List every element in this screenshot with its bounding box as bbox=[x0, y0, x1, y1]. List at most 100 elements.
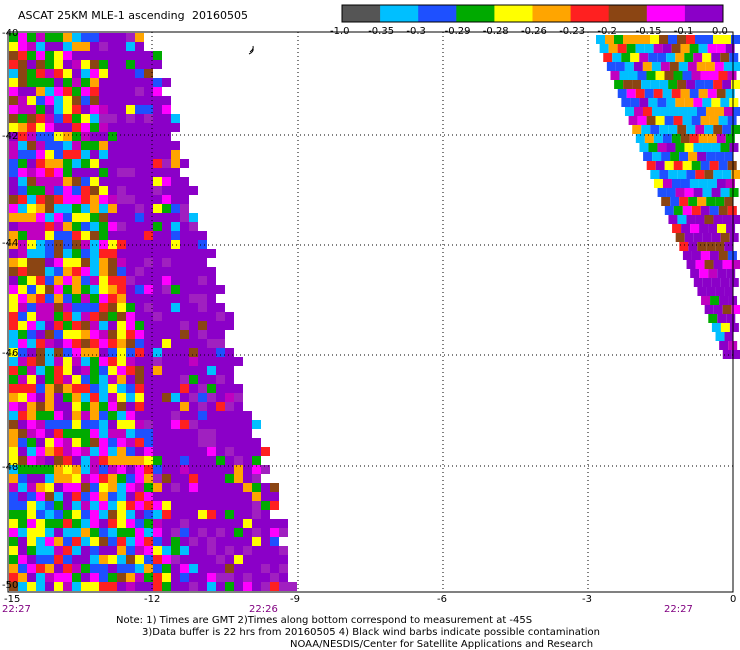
swath-cell bbox=[126, 69, 135, 78]
swath-cell bbox=[27, 195, 36, 204]
swath-cell bbox=[81, 87, 90, 96]
swath-cell bbox=[135, 141, 144, 150]
swath-cell bbox=[198, 447, 207, 456]
swath-cell bbox=[9, 141, 18, 150]
swath-cell bbox=[99, 330, 108, 339]
swath-cell bbox=[117, 555, 126, 564]
swath-cell bbox=[63, 384, 72, 393]
swath-cell bbox=[706, 242, 716, 251]
swath-cell bbox=[108, 474, 117, 483]
swath-cell bbox=[727, 116, 737, 125]
swath-cell bbox=[72, 501, 81, 510]
swath-cell bbox=[198, 276, 207, 285]
swath-cell bbox=[90, 141, 99, 150]
swath-cell bbox=[216, 582, 225, 591]
swath-cell bbox=[189, 384, 198, 393]
swath-cell bbox=[117, 510, 126, 519]
swath-cell bbox=[9, 258, 18, 267]
swath-cell bbox=[27, 204, 36, 213]
swath-cell bbox=[672, 224, 682, 233]
swath-cell bbox=[36, 33, 45, 42]
swath-cell bbox=[126, 348, 135, 357]
swath-cell bbox=[54, 339, 63, 348]
swath-cell bbox=[9, 456, 18, 465]
swath-cell bbox=[27, 33, 36, 42]
swath-cell bbox=[715, 242, 725, 251]
swath-cell bbox=[216, 420, 225, 429]
swath-cell bbox=[669, 107, 679, 116]
swath-cell bbox=[81, 69, 90, 78]
swath-cell bbox=[63, 420, 72, 429]
swath-cell bbox=[144, 123, 153, 132]
swath-cell bbox=[657, 143, 667, 152]
colorbar-label: -0.2 bbox=[597, 26, 617, 37]
time-label: 22:27 bbox=[664, 604, 693, 615]
swath-cell bbox=[108, 123, 117, 132]
swath-cell bbox=[664, 71, 674, 80]
swath-cell bbox=[644, 134, 654, 143]
swath-cell bbox=[54, 510, 63, 519]
swath-cell bbox=[180, 564, 189, 573]
swath-cell bbox=[718, 206, 728, 215]
x-tick-label: -15 bbox=[4, 594, 20, 605]
swath-cell bbox=[18, 411, 27, 420]
swath-cell bbox=[162, 555, 171, 564]
swath-cell bbox=[648, 143, 658, 152]
swath-cell bbox=[18, 42, 27, 51]
swath-cell bbox=[54, 294, 63, 303]
swath-cell bbox=[144, 555, 153, 564]
swath-cell bbox=[729, 188, 739, 197]
swath-cell bbox=[90, 42, 99, 51]
swath-cell bbox=[144, 339, 153, 348]
swath-cell bbox=[650, 125, 660, 134]
swath-cell bbox=[99, 573, 108, 582]
swath-cell bbox=[153, 528, 162, 537]
swath-cell bbox=[126, 564, 135, 573]
swath-cell bbox=[689, 179, 699, 188]
swath-cell bbox=[36, 159, 45, 168]
swath-cell bbox=[643, 152, 653, 161]
swath-cell bbox=[653, 134, 663, 143]
swath-cell bbox=[126, 78, 135, 87]
swath-cell bbox=[117, 285, 126, 294]
swath-cell bbox=[261, 519, 270, 528]
swath-cell bbox=[207, 276, 216, 285]
swath-cell bbox=[279, 555, 288, 564]
swath-cell bbox=[234, 411, 243, 420]
swath-cell bbox=[135, 330, 144, 339]
swath-cell bbox=[9, 78, 18, 87]
swath-cell bbox=[234, 564, 243, 573]
swath-cell bbox=[171, 267, 180, 276]
swath-cell bbox=[72, 573, 81, 582]
swath-cell bbox=[9, 564, 18, 573]
swath-cell bbox=[660, 107, 670, 116]
colorbar: -1.0 -0.35 -0.3 -0.29 -0.28 -0.26 -0.23 -0.2 -0.… bbox=[330, 4, 728, 37]
swath-cell bbox=[171, 573, 180, 582]
swath-cell bbox=[243, 438, 252, 447]
swath-cell bbox=[63, 96, 72, 105]
swath-cell bbox=[27, 312, 36, 321]
swath-cell bbox=[162, 177, 171, 186]
swath-cell bbox=[135, 213, 144, 222]
swath-cell bbox=[99, 294, 108, 303]
swath-cell bbox=[189, 582, 198, 591]
swath-cell bbox=[117, 222, 126, 231]
swath-cell bbox=[153, 294, 162, 303]
swath-cell bbox=[189, 456, 198, 465]
swath-cell bbox=[9, 339, 18, 348]
swath-cell bbox=[27, 213, 36, 222]
swath-cell bbox=[108, 267, 117, 276]
swath-cell bbox=[90, 339, 99, 348]
swath-cell bbox=[99, 87, 108, 96]
swath-cell bbox=[135, 303, 144, 312]
swath-cell bbox=[144, 276, 153, 285]
swath-cell bbox=[234, 384, 243, 393]
swath-cell bbox=[279, 528, 288, 537]
swath-cell bbox=[9, 267, 18, 276]
swath-cell bbox=[252, 546, 261, 555]
swath-cell bbox=[189, 312, 198, 321]
swath-cell bbox=[54, 429, 63, 438]
swath-cell bbox=[126, 87, 135, 96]
swath-cell bbox=[171, 348, 180, 357]
swath-cell bbox=[117, 537, 126, 546]
